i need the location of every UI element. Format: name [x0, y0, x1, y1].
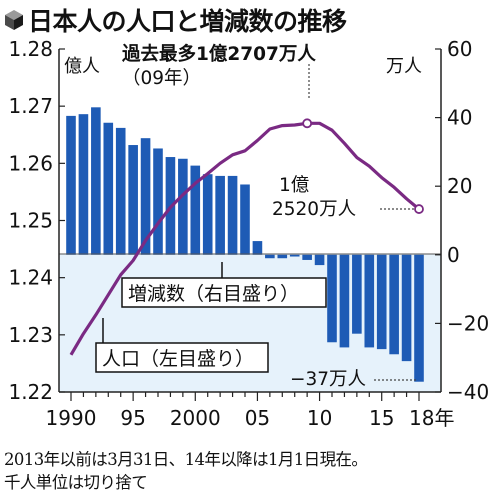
bar-1996	[140, 138, 151, 255]
bar-2008	[289, 254, 300, 257]
left-tick-label: 1.28	[8, 37, 53, 61]
cube-icon	[5, 10, 23, 30]
line-label-box	[95, 342, 269, 373]
x-tick-label: 10	[307, 406, 332, 430]
bar-2011	[327, 254, 337, 343]
bar-2012	[339, 254, 350, 348]
latest-annotation-line1: 1億	[279, 175, 309, 196]
x-tick-label: 95	[120, 406, 145, 430]
bar-2007	[277, 254, 288, 259]
left-tick-label: 1.25	[8, 209, 53, 233]
bar-2010	[314, 254, 325, 266]
line-legend-label: 人口（左目盛り）	[102, 348, 254, 370]
bar-2000	[190, 165, 201, 255]
right-unit-label: 万人	[386, 56, 422, 77]
right-tick-label: 40	[447, 106, 472, 130]
right-tick-label: −20	[447, 311, 489, 335]
bar-1991	[78, 114, 89, 255]
bar-2017	[401, 254, 412, 362]
left-tick-label: 1.23	[8, 323, 53, 347]
bar-2014	[364, 254, 375, 348]
footnote-line-2: 千人単位は切り捨て	[4, 473, 148, 492]
footnote-line-1: 2013年以前は3月31日、14年以降は1月1日現在。	[4, 450, 368, 469]
chart-title: 日本人の人口と増減数の推移	[4, 2, 347, 38]
left-unit-label: 億人	[64, 56, 100, 77]
bar-2004	[240, 184, 250, 255]
title-text: 日本人の人口と増減数の推移	[28, 7, 347, 36]
min-bar-annotation: −37万人	[290, 369, 366, 390]
latest-marker	[414, 204, 424, 214]
right-axis-ticks: 60 40 20 0 −20 −40	[435, 37, 489, 404]
x-tick-label: 18年	[409, 406, 454, 430]
right-tick-label: −40	[447, 380, 489, 404]
right-tick-label: 20	[447, 174, 472, 198]
chart: 1.28 1.27 1.26 1.25 1.24 1.23 1.22 60 40 20 0 −20 −…	[8, 37, 489, 430]
left-axis-ticks: 1.28 1.27 1.26 1.25 1.24 1.23 1.22	[8, 37, 65, 404]
latest-annotation-line2: 2520万人	[272, 199, 356, 220]
bars-label-box	[121, 277, 327, 308]
bar-1993	[103, 122, 114, 255]
bar-1997	[153, 148, 163, 255]
peak-year-annotation: （09年）	[122, 68, 201, 89]
right-tick-label: 60	[447, 37, 472, 61]
bar-2002	[215, 175, 225, 255]
bar-2018	[414, 254, 424, 382]
bar-2003	[227, 175, 238, 255]
bar-1994	[115, 127, 126, 255]
bar-2001	[202, 174, 213, 255]
bar-1992	[91, 107, 101, 255]
left-tick-label: 1.27	[8, 94, 53, 118]
bar-2009	[302, 254, 312, 260]
x-tick-label: 05	[245, 406, 270, 430]
bar-1990	[66, 115, 76, 255]
x-tick-label: 2000	[170, 406, 221, 430]
bar-2015	[376, 254, 387, 350]
bar-2016	[389, 254, 399, 355]
bar-2005	[252, 241, 263, 255]
bar-1995	[128, 145, 138, 255]
peak-marker	[302, 118, 313, 129]
peak-annotation: 過去最多1億2707万人	[122, 43, 316, 65]
x-tick-label: 15	[369, 406, 394, 430]
population-line	[69, 121, 421, 356]
bar-2006	[265, 254, 275, 259]
right-tick-label: 0	[447, 243, 460, 267]
left-tick-label: 1.26	[8, 151, 53, 175]
x-tick-label: 1990	[46, 406, 97, 430]
footnotes: 2013年以前は3月31日、14年以降は1月1日現在。 千人単位は切り捨て	[4, 448, 368, 494]
left-tick-label: 1.22	[8, 380, 53, 404]
bar-1999	[178, 158, 188, 255]
bar-2013	[352, 254, 362, 334]
bars-legend-label: 増減数（右目盛り）	[128, 283, 299, 305]
left-tick-label: 1.24	[8, 266, 53, 290]
x-axis-ticks: 1990 95 2000 05 10 15 18年	[46, 392, 454, 430]
